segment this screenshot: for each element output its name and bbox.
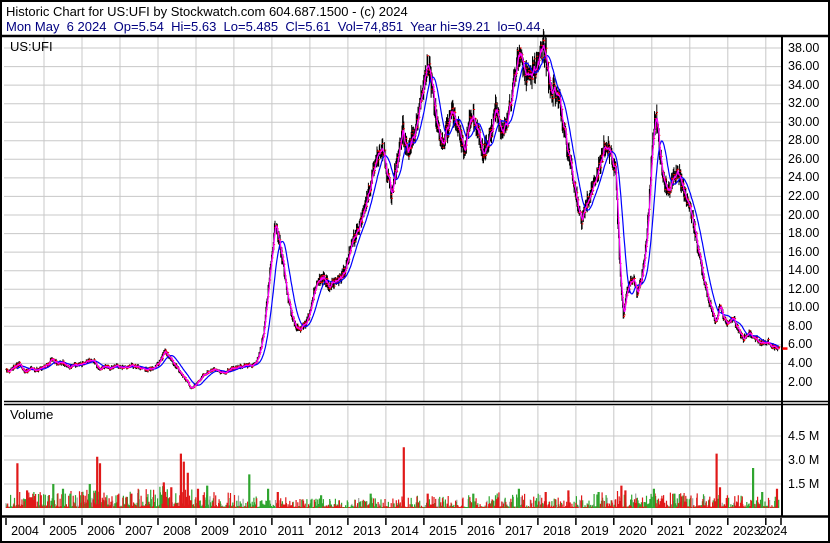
price-axis-tick-label: 24.00	[788, 170, 820, 185]
price-axis-tick-label: 38.00	[788, 40, 820, 55]
volume-bars-down	[6, 486, 777, 508]
price-bars	[5, 29, 780, 390]
volume-panel-label: Volume	[10, 407, 54, 422]
price-axis-tick-label: 4.00	[788, 355, 813, 370]
x-axis-year-label: 2016	[466, 524, 495, 538]
price-axis-tick-label: 28.00	[788, 133, 820, 148]
x-axis-year-label: 2019	[580, 524, 609, 538]
x-axis-year-label: 2008	[163, 524, 191, 538]
price-axis-tick-label: 20.00	[788, 207, 820, 222]
price-axis-tick-label: 8.00	[788, 318, 813, 333]
x-axis-year-label: 2014	[390, 524, 419, 538]
price-axis-tick-label: 14.00	[788, 263, 820, 278]
x-axis-year-label: 2010	[239, 524, 267, 538]
price-axis-tick-label: 22.00	[788, 188, 820, 203]
ma-slow-line	[16, 54, 779, 386]
x-axis-year-label: 2013	[353, 524, 381, 538]
x-axis-year-label: 2024	[759, 524, 788, 538]
x-axis-year-label: 2018	[542, 524, 571, 538]
last-price-marker	[782, 347, 788, 350]
volume-spikes-down	[16, 447, 779, 508]
price-axis-tick-label: 12.00	[788, 281, 820, 296]
x-axis-year-label: 2017	[504, 524, 533, 538]
price-axis-tick-label: 26.00	[788, 151, 820, 166]
volume-axis-tick-label: 1.5 M	[788, 476, 820, 491]
price-axis-tick-label: 16.00	[788, 244, 820, 259]
volume-axis-tick-label: 3.0 M	[788, 452, 820, 467]
chart-title: Historic Chart for US:UFI by Stockwatch.…	[6, 4, 408, 19]
x-axis-year-label: 2004	[11, 524, 39, 538]
x-axis-year-label: 2006	[87, 524, 115, 538]
price-volume-separator	[4, 400, 828, 406]
quote-line: Mon May 6 2024 Op=5.54 Hi=5.63 Lo=5.485 …	[6, 19, 541, 34]
gridlines	[4, 37, 781, 515]
x-axis-ticks	[5, 518, 782, 525]
price-axis-tick-label: 30.00	[788, 114, 820, 129]
price-axis-tick-label: 34.00	[788, 77, 820, 92]
ma-fast-line	[7, 44, 780, 389]
x-axis-year-label: 2023	[732, 524, 761, 538]
x-axis-year-label: 2015	[428, 524, 457, 538]
volume-spikes-up	[52, 468, 764, 508]
price-axis-tick-label: 10.00	[788, 300, 820, 315]
x-axis-year-label: 2022	[694, 524, 723, 538]
volume-axis-tick-label: 4.5 M	[788, 428, 820, 443]
x-axis-year-label: 2020	[618, 524, 647, 538]
price-axis-tick-label: 2.00	[788, 374, 813, 389]
price-axis-tick-label: 6.00	[788, 337, 813, 352]
x-axis-year-label: 2009	[201, 524, 229, 538]
price-axis-tick-label: 18.00	[788, 226, 820, 241]
x-axis-year-label: 2012	[315, 524, 343, 538]
price-axis-tick-label: 32.00	[788, 96, 820, 111]
x-axis-year-label: 2007	[125, 524, 153, 538]
x-axis-year-label: 2021	[656, 524, 685, 538]
x-axis-year-label: 2005	[49, 524, 77, 538]
x-axis-year-label: 2011	[277, 524, 305, 538]
close-ticks	[6, 39, 781, 389]
price-axis-tick-label: 36.00	[788, 59, 820, 74]
symbol-label: US:UFI	[10, 39, 53, 54]
